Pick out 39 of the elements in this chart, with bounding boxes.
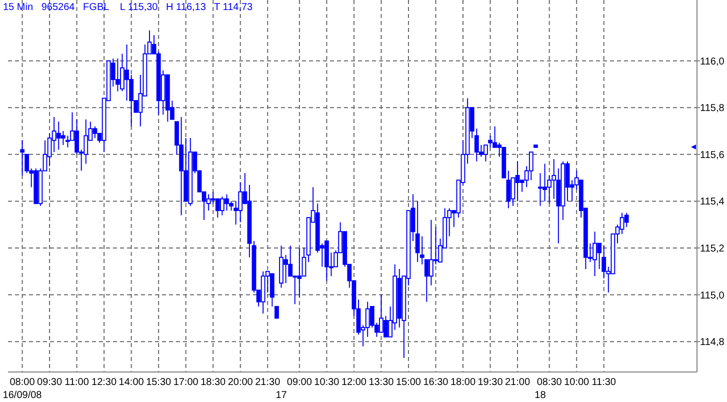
x-tick-label: 17:00 bbox=[173, 377, 199, 388]
x-tick-label: 18:30 bbox=[200, 377, 226, 388]
chart-title: 15 Min 965264 FGBL L 115,30 H 116,13 T 114,73 bbox=[3, 2, 254, 13]
candlestick bbox=[270, 273, 274, 307]
x-tick-label: 14:00 bbox=[118, 377, 144, 388]
x-tick-label: 21:30 bbox=[255, 377, 281, 388]
x-tick-label: 12:00 bbox=[341, 377, 367, 388]
candlestick bbox=[415, 200, 420, 263]
candlestick bbox=[420, 236, 424, 265]
candlestick bbox=[506, 170, 511, 209]
x-tick-label: 16:30 bbox=[423, 377, 449, 388]
x-tick-label: 18 bbox=[534, 390, 546, 401]
x-tick-label: 08:30 bbox=[536, 377, 562, 388]
x-tick-label: 09:00 bbox=[286, 377, 312, 388]
x-tick-label: 20:00 bbox=[228, 377, 254, 388]
x-tick-label: 15:30 bbox=[146, 377, 172, 388]
x-tick-label: 13:30 bbox=[368, 377, 394, 388]
x-tick-label: 10:00 bbox=[564, 377, 590, 388]
y-tick-label: 116,0 bbox=[700, 56, 725, 68]
y-tick-label: 115,4 bbox=[700, 196, 725, 208]
y-tick-label: 115,2 bbox=[700, 244, 725, 254]
x-tick-label: 11:00 bbox=[64, 377, 90, 388]
x-tick-label: 12:30 bbox=[92, 377, 118, 388]
x-tick-label: 09:30 bbox=[37, 377, 62, 388]
y-tick-label: 115,0 bbox=[700, 290, 725, 302]
x-tick-label: 10:30 bbox=[314, 377, 340, 388]
x-tick-label: 17 bbox=[276, 390, 288, 401]
y-tick-label: 115,6 bbox=[700, 150, 725, 161]
x-tick-label: 11:30 bbox=[592, 377, 616, 388]
x-tick-label: 21:00 bbox=[505, 377, 530, 388]
y-tick-label: 115,8 bbox=[700, 103, 725, 114]
x-tick-label: 18:00 bbox=[450, 377, 476, 388]
x-tick-label: 15:00 bbox=[396, 377, 422, 388]
x-tick-label: 19:30 bbox=[478, 377, 504, 388]
candlestick bbox=[60, 130, 66, 146]
y-tick-label: 114,8 bbox=[700, 337, 725, 348]
candlestick bbox=[602, 245, 606, 279]
candlestick bbox=[528, 152, 534, 181]
candlestick bbox=[624, 212, 629, 228]
